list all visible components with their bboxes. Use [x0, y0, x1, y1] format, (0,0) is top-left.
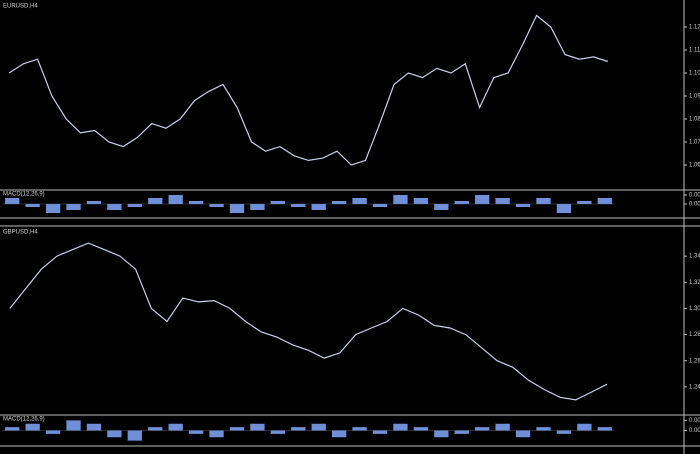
histogram-bar — [209, 430, 224, 438]
histogram-bar — [495, 423, 510, 431]
histogram-bar — [597, 198, 612, 204]
histogram-bar — [250, 204, 265, 210]
price-line — [9, 242, 608, 401]
histogram-bar — [556, 430, 572, 434]
y-tick-label: 0.00 — [689, 428, 700, 434]
histogram-bar — [331, 201, 347, 204]
histogram-bar — [393, 423, 408, 431]
histogram-bar — [66, 204, 81, 210]
y-tick-label: 1.07000 — [689, 140, 700, 146]
histogram-bar — [536, 427, 551, 431]
y-tick-label: 1.12000 — [689, 25, 700, 31]
panel-title: MACD(12,26,9) — [3, 192, 45, 198]
y-tick-label: 0.00 — [689, 202, 700, 208]
y-tick-label: 1.32000 — [689, 280, 700, 286]
y-tick-label: 1.30000 — [689, 306, 700, 312]
histogram-bar — [45, 430, 61, 434]
panel-title: MACD(12,26,9) — [3, 417, 45, 423]
histogram-bar — [188, 430, 204, 434]
histogram-bar — [148, 198, 163, 204]
histogram-bar — [168, 195, 183, 204]
y-tick-label: 1.24000 — [689, 384, 700, 390]
histogram-bar — [209, 204, 224, 207]
histogram-bar — [229, 427, 245, 431]
histogram-bar — [413, 427, 429, 431]
panel-title: GBPUSD,H4 — [3, 230, 38, 236]
histogram-bar — [475, 427, 490, 431]
histogram-bar — [270, 201, 286, 204]
histogram-bar — [45, 204, 61, 213]
y-tick-label: 1.09000 — [689, 94, 700, 100]
histogram-bar — [577, 423, 592, 431]
histogram-bar — [372, 430, 388, 434]
y-tick-label: 1.26000 — [689, 358, 700, 364]
histogram-bar — [250, 423, 265, 431]
histogram-bar — [577, 201, 592, 204]
histogram-bar — [66, 420, 81, 431]
histogram-bar — [434, 204, 449, 210]
histogram-bar — [515, 430, 531, 438]
y-tick-label: 1.28000 — [689, 332, 700, 338]
histogram-bar — [168, 423, 183, 431]
histogram-bar — [291, 427, 306, 431]
panel-title: EURUSD,H4 — [3, 4, 38, 10]
histogram-bar — [331, 430, 347, 438]
histogram-bar — [127, 204, 142, 207]
y-tick-label: 1.06000 — [689, 163, 700, 169]
price-line — [8, 14, 609, 166]
histogram-bar — [148, 427, 163, 431]
histogram-bar — [86, 423, 102, 431]
histogram-bar — [25, 204, 40, 207]
histogram-bar — [270, 430, 286, 434]
histogram-bar — [86, 201, 102, 204]
histogram-bar — [454, 430, 469, 434]
histogram-bar — [536, 198, 551, 204]
histogram-bar — [188, 201, 204, 204]
histogram-bar — [25, 423, 40, 431]
y-tick-label: 1.11000 — [689, 48, 700, 54]
histogram-bar — [434, 430, 449, 438]
y-tick-label: 1.34000 — [689, 254, 700, 260]
histogram-bar — [311, 423, 326, 431]
histogram-bar — [515, 204, 531, 207]
histogram-bar — [597, 427, 612, 431]
histogram-bar — [311, 204, 326, 210]
histogram-bar — [475, 195, 490, 204]
y-tick-label: 1.08000 — [689, 117, 700, 123]
histogram-bar — [5, 427, 20, 431]
histogram-bar — [454, 201, 469, 204]
histogram-bar — [393, 195, 408, 204]
histogram-bar — [495, 198, 510, 204]
histogram-bar — [107, 204, 122, 210]
histogram-bar — [107, 430, 122, 438]
y-tick-label: 1.10000 — [689, 71, 700, 77]
histogram-bar — [413, 198, 429, 204]
histogram-bar — [127, 430, 142, 441]
histogram-bar — [5, 198, 20, 204]
y-tick-label: 0.0030 — [689, 193, 700, 199]
y-tick-label: 0.0030 — [689, 418, 700, 424]
histogram-bar — [556, 204, 572, 213]
histogram-bar — [352, 198, 367, 204]
histogram-bar — [352, 427, 367, 431]
histogram-bar — [372, 204, 388, 207]
histogram-bar — [291, 204, 306, 207]
histogram-bar — [229, 204, 245, 213]
